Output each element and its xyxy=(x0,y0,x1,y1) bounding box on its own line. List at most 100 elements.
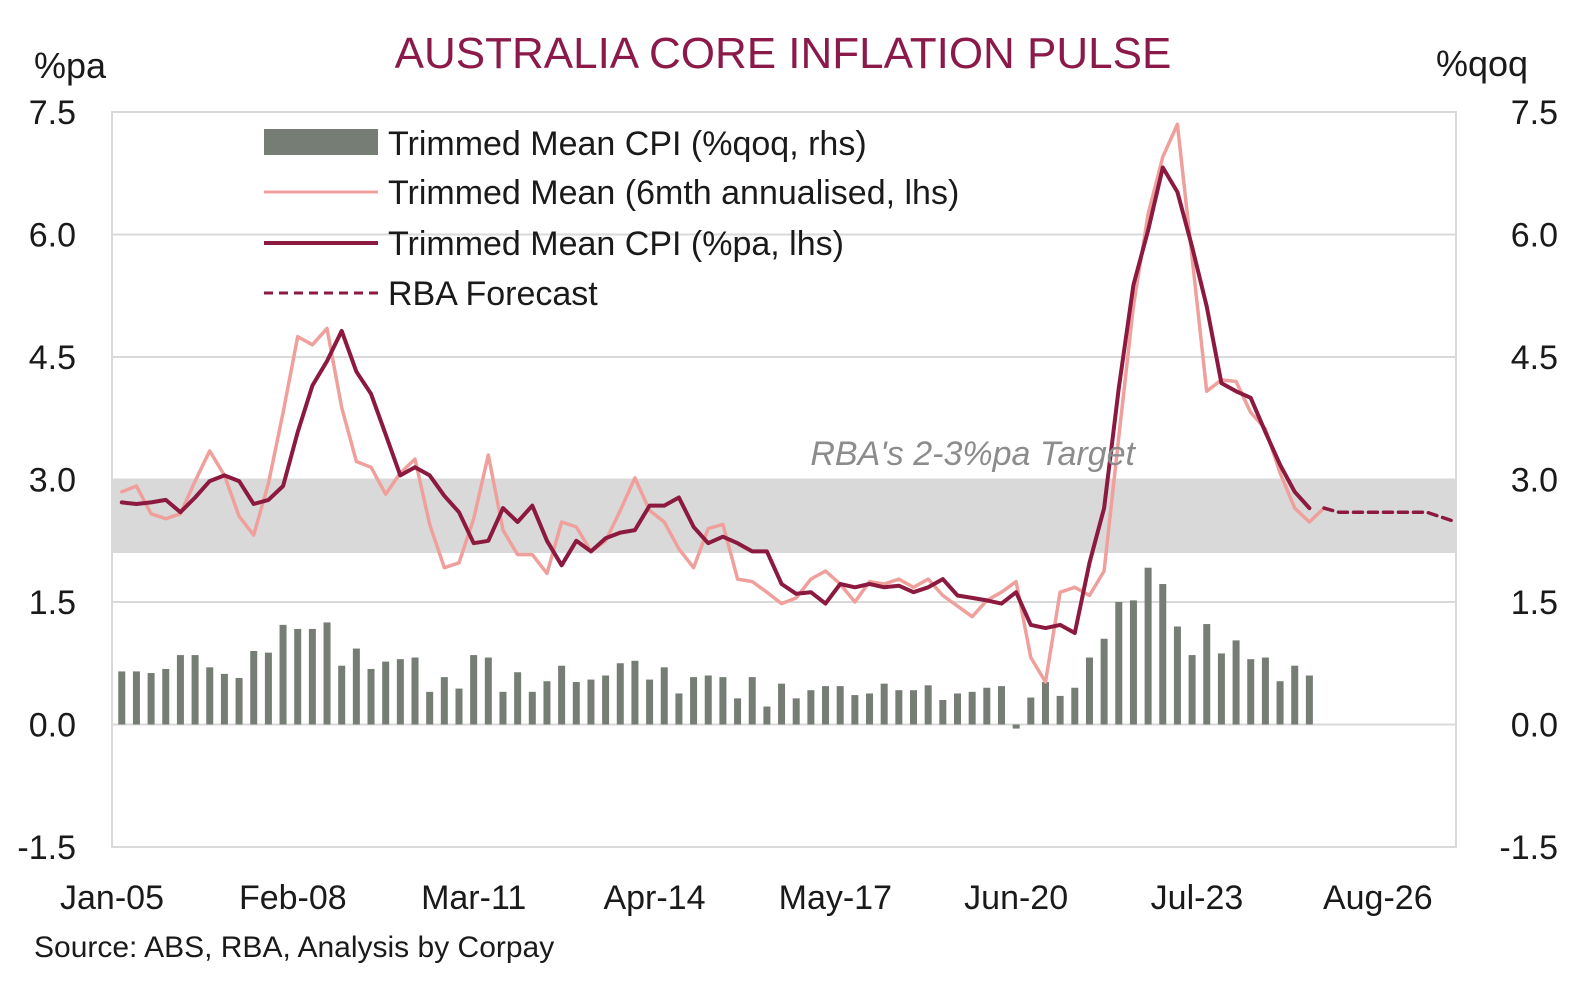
gridlines xyxy=(112,111,1456,848)
qoq-bar xyxy=(396,659,404,725)
y-tick-left: 4.5 xyxy=(29,339,76,377)
qoq-bar xyxy=(338,665,346,725)
series-lines xyxy=(119,122,1458,684)
qoq-bar xyxy=(470,655,478,725)
qoq-bar xyxy=(235,677,243,725)
qoq-bar xyxy=(1217,653,1225,725)
x-tick-label: Jan-05 xyxy=(60,879,164,917)
target-band-label: RBA's 2-3%pa Target xyxy=(810,435,1136,473)
qoq-bar xyxy=(176,655,184,725)
y-tick-right: 7.5 xyxy=(1511,94,1558,132)
y-tick-left: -1.5 xyxy=(17,829,76,867)
qoq-bar xyxy=(866,693,874,725)
qoq-bar xyxy=(1071,687,1079,725)
qoq-bar xyxy=(1203,624,1211,725)
qoq-bar xyxy=(690,677,698,725)
qoq-bar xyxy=(924,685,932,725)
x-tick-label: Mar-11 xyxy=(421,879,526,917)
legend-label-six-month: Trimmed Mean (6mth annualised, lhs) xyxy=(388,174,959,212)
qoq-bar xyxy=(1144,567,1152,725)
y-tick-right: 3.0 xyxy=(1511,462,1558,500)
qoq-bar xyxy=(675,693,683,725)
qoq-bar xyxy=(968,691,976,725)
y-tick-left: 1.5 xyxy=(29,584,76,622)
qoq-bar xyxy=(308,628,316,725)
qoq-bar xyxy=(1276,681,1284,725)
y-tick-right: 6.0 xyxy=(1511,217,1558,255)
qoq-bar xyxy=(528,691,536,725)
qoq-bar xyxy=(279,624,287,725)
qoq-bar xyxy=(602,675,610,725)
qoq-bar xyxy=(836,686,844,725)
qoq-bar xyxy=(1232,640,1240,725)
qoq-bar xyxy=(778,683,786,725)
y-tick-right: 1.5 xyxy=(1511,584,1558,622)
y-tick-right: -1.5 xyxy=(1499,829,1558,867)
right-y-ticks: 7.5 6.0 4.5 3.0 1.5 0.0 -1.5 xyxy=(1499,94,1558,867)
y-tick-left: 3.0 xyxy=(29,462,76,500)
qoq-bar xyxy=(910,690,918,725)
qoq-bar xyxy=(132,671,140,725)
qoq-bar xyxy=(1100,638,1108,725)
qoq-bar xyxy=(646,679,654,725)
y-tick-left: 6.0 xyxy=(29,217,76,255)
qoq-bar xyxy=(264,652,272,725)
qoq-bar xyxy=(162,668,170,725)
y-tick-right: 4.5 xyxy=(1511,339,1558,377)
qoq-bar xyxy=(147,673,155,725)
qoq-bar xyxy=(1291,665,1299,725)
qoq-bar xyxy=(1305,675,1313,725)
target-band xyxy=(112,479,1456,553)
qoq-bar xyxy=(558,665,566,725)
right-axis-unit: %qoq xyxy=(1436,43,1528,84)
qoq-bar xyxy=(983,687,991,725)
legend: Trimmed Mean CPI (%qoq, rhs) Trimmed Mea… xyxy=(264,125,959,313)
qoq-bar xyxy=(206,667,214,725)
x-tick-label: Apr-14 xyxy=(603,879,705,917)
qoq-bar xyxy=(851,695,859,725)
qoq-bar xyxy=(352,648,360,725)
qoq-bar xyxy=(807,690,815,725)
x-tick-label: Feb-08 xyxy=(239,879,347,917)
qoq-bar xyxy=(191,655,199,725)
annual-trimmed-mean-line xyxy=(119,165,1312,635)
rba-forecast-line xyxy=(1322,506,1458,524)
qoq-bar xyxy=(484,657,492,725)
qoq-bar xyxy=(543,681,551,725)
qoq-bar xyxy=(1159,584,1167,725)
qoq-bars xyxy=(118,567,1313,729)
qoq-bar xyxy=(616,663,624,725)
left-y-ticks: 7.5 6.0 4.5 3.0 1.5 0.0 -1.5 xyxy=(17,94,76,867)
qoq-bar xyxy=(499,691,507,725)
qoq-bar xyxy=(631,660,639,725)
qoq-bar xyxy=(822,686,830,725)
qoq-bar xyxy=(294,628,302,725)
qoq-bar xyxy=(1173,626,1181,725)
qoq-bar xyxy=(880,683,888,725)
qoq-bar xyxy=(440,677,448,725)
qoq-bar xyxy=(895,690,903,725)
qoq-bar xyxy=(382,661,390,725)
qoq-bar xyxy=(792,698,800,725)
qoq-bar xyxy=(426,691,434,725)
chart-title: AUSTRALIA CORE INFLATION PULSE xyxy=(395,29,1172,78)
qoq-bar xyxy=(953,693,961,725)
qoq-bar xyxy=(455,688,463,725)
qoq-bar xyxy=(323,622,331,725)
qoq-bar xyxy=(1261,657,1269,725)
x-tick-label: Jul-23 xyxy=(1151,879,1244,917)
qoq-bar xyxy=(748,677,756,725)
qoq-bar xyxy=(1129,600,1137,725)
qoq-bar xyxy=(250,651,258,725)
qoq-bar xyxy=(1247,659,1255,725)
legend-label-annual: Trimmed Mean CPI (%pa, lhs) xyxy=(388,225,844,263)
legend-label-bars: Trimmed Mean CPI (%qoq, rhs) xyxy=(388,125,867,163)
x-tick-label: Jun-20 xyxy=(964,879,1068,917)
qoq-bar xyxy=(587,679,595,725)
x-tick-label: Aug-26 xyxy=(1323,879,1433,917)
qoq-bar xyxy=(1027,697,1035,725)
qoq-bar xyxy=(997,686,1005,725)
y-tick-right: 0.0 xyxy=(1511,707,1558,745)
qoq-bar xyxy=(514,672,522,725)
x-ticks: Jan-05 Feb-08 Mar-11 Apr-14 May-17 Jun-20 Jul-… xyxy=(60,879,1433,917)
